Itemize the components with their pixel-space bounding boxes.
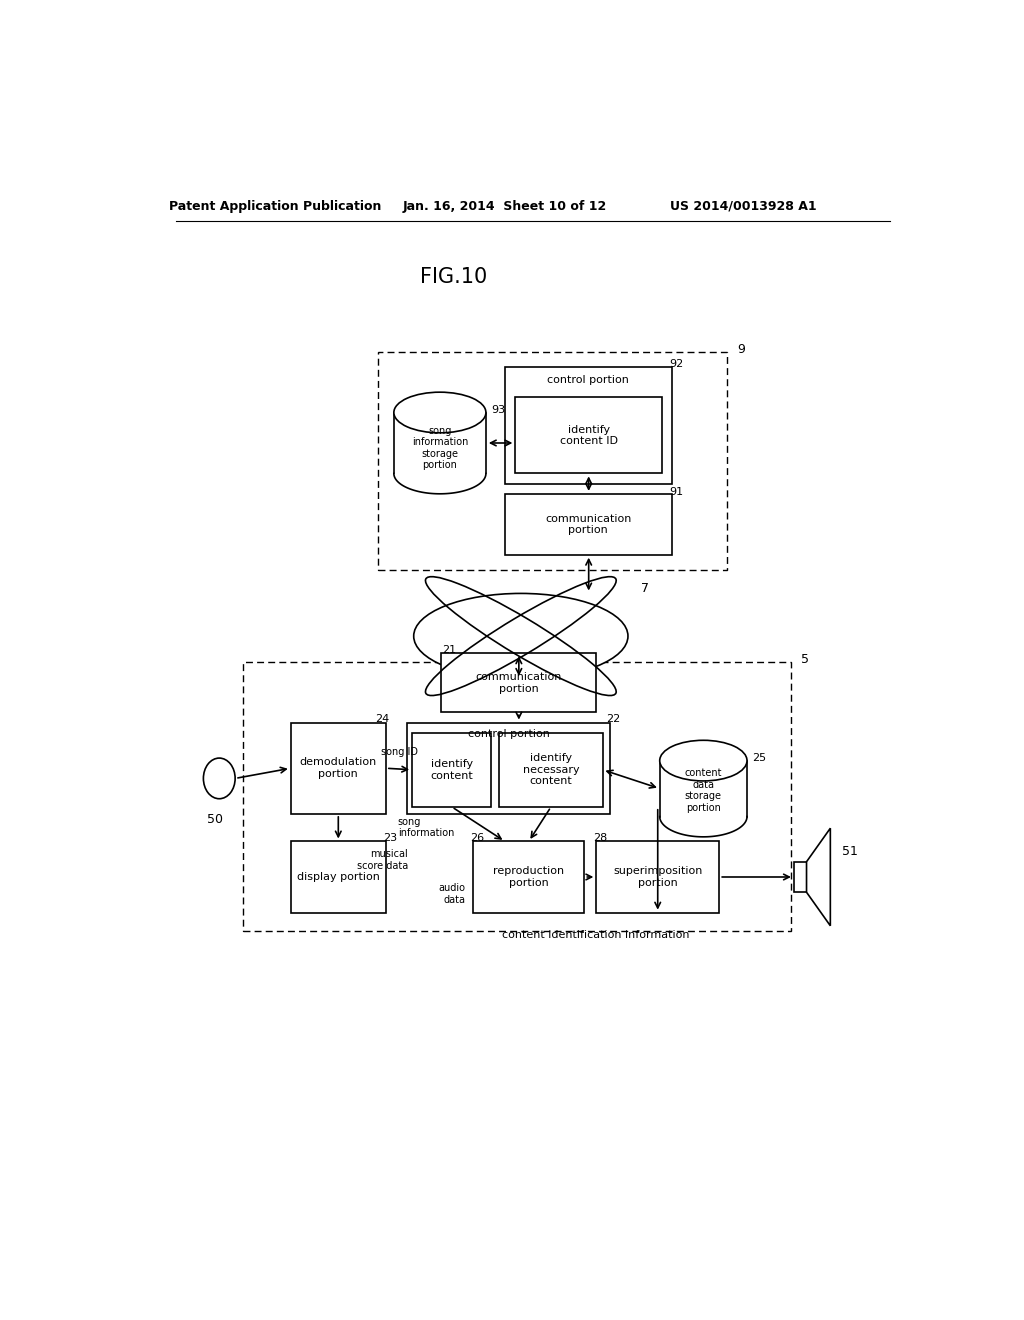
Text: audio
data: audio data bbox=[438, 883, 465, 906]
FancyBboxPatch shape bbox=[473, 841, 585, 912]
Text: reproduction
portion: reproduction portion bbox=[494, 866, 564, 888]
FancyBboxPatch shape bbox=[291, 722, 386, 814]
Text: display portion: display portion bbox=[297, 873, 380, 882]
Text: content identification information: content identification information bbox=[503, 929, 690, 940]
FancyBboxPatch shape bbox=[505, 367, 672, 483]
Text: 22: 22 bbox=[606, 714, 621, 725]
Ellipse shape bbox=[414, 594, 628, 678]
Text: FIG.10: FIG.10 bbox=[420, 268, 487, 288]
Text: communication
portion: communication portion bbox=[545, 513, 632, 535]
Polygon shape bbox=[659, 760, 748, 817]
FancyBboxPatch shape bbox=[505, 494, 672, 554]
Text: control portion: control portion bbox=[548, 375, 629, 385]
Text: 50: 50 bbox=[207, 813, 223, 825]
Polygon shape bbox=[807, 828, 830, 925]
FancyBboxPatch shape bbox=[412, 733, 492, 807]
Text: superimposition
portion: superimposition portion bbox=[613, 866, 702, 888]
Text: 23: 23 bbox=[383, 833, 397, 843]
Text: 93: 93 bbox=[490, 405, 505, 416]
Text: 7: 7 bbox=[641, 582, 649, 595]
Text: 25: 25 bbox=[752, 752, 766, 763]
Polygon shape bbox=[794, 862, 807, 892]
Text: musical
score data: musical score data bbox=[357, 849, 409, 870]
Text: Patent Application Publication: Patent Application Publication bbox=[169, 199, 381, 213]
FancyBboxPatch shape bbox=[408, 722, 609, 814]
Text: song
information: song information bbox=[397, 817, 455, 838]
Text: 5: 5 bbox=[801, 653, 809, 667]
Text: US 2014/0013928 A1: US 2014/0013928 A1 bbox=[670, 199, 816, 213]
Text: control portion: control portion bbox=[468, 729, 550, 739]
Text: identify
content ID: identify content ID bbox=[560, 425, 617, 446]
FancyBboxPatch shape bbox=[500, 733, 602, 807]
Text: 26: 26 bbox=[470, 833, 484, 843]
Text: 51: 51 bbox=[842, 845, 858, 858]
Text: communication
portion: communication portion bbox=[476, 672, 562, 694]
Polygon shape bbox=[394, 412, 486, 474]
Text: 28: 28 bbox=[593, 833, 607, 843]
Text: 91: 91 bbox=[670, 487, 683, 496]
Text: song
information
storage
portion: song information storage portion bbox=[412, 425, 468, 470]
Text: 92: 92 bbox=[670, 359, 683, 368]
Text: identify
necessary
content: identify necessary content bbox=[522, 754, 580, 787]
FancyBboxPatch shape bbox=[515, 397, 663, 474]
Ellipse shape bbox=[394, 392, 486, 433]
Text: 9: 9 bbox=[737, 343, 745, 356]
Text: Jan. 16, 2014  Sheet 10 of 12: Jan. 16, 2014 Sheet 10 of 12 bbox=[402, 199, 607, 213]
Text: content
data
storage
portion: content data storage portion bbox=[685, 768, 722, 813]
Text: identify
content: identify content bbox=[430, 759, 473, 780]
FancyBboxPatch shape bbox=[291, 841, 386, 912]
FancyBboxPatch shape bbox=[441, 653, 596, 713]
Circle shape bbox=[204, 758, 236, 799]
FancyBboxPatch shape bbox=[596, 841, 719, 912]
Ellipse shape bbox=[659, 741, 748, 781]
Text: song ID: song ID bbox=[381, 747, 418, 756]
Text: 24: 24 bbox=[375, 714, 389, 725]
Text: 21: 21 bbox=[442, 645, 457, 655]
Text: demodulation
portion: demodulation portion bbox=[300, 758, 377, 779]
